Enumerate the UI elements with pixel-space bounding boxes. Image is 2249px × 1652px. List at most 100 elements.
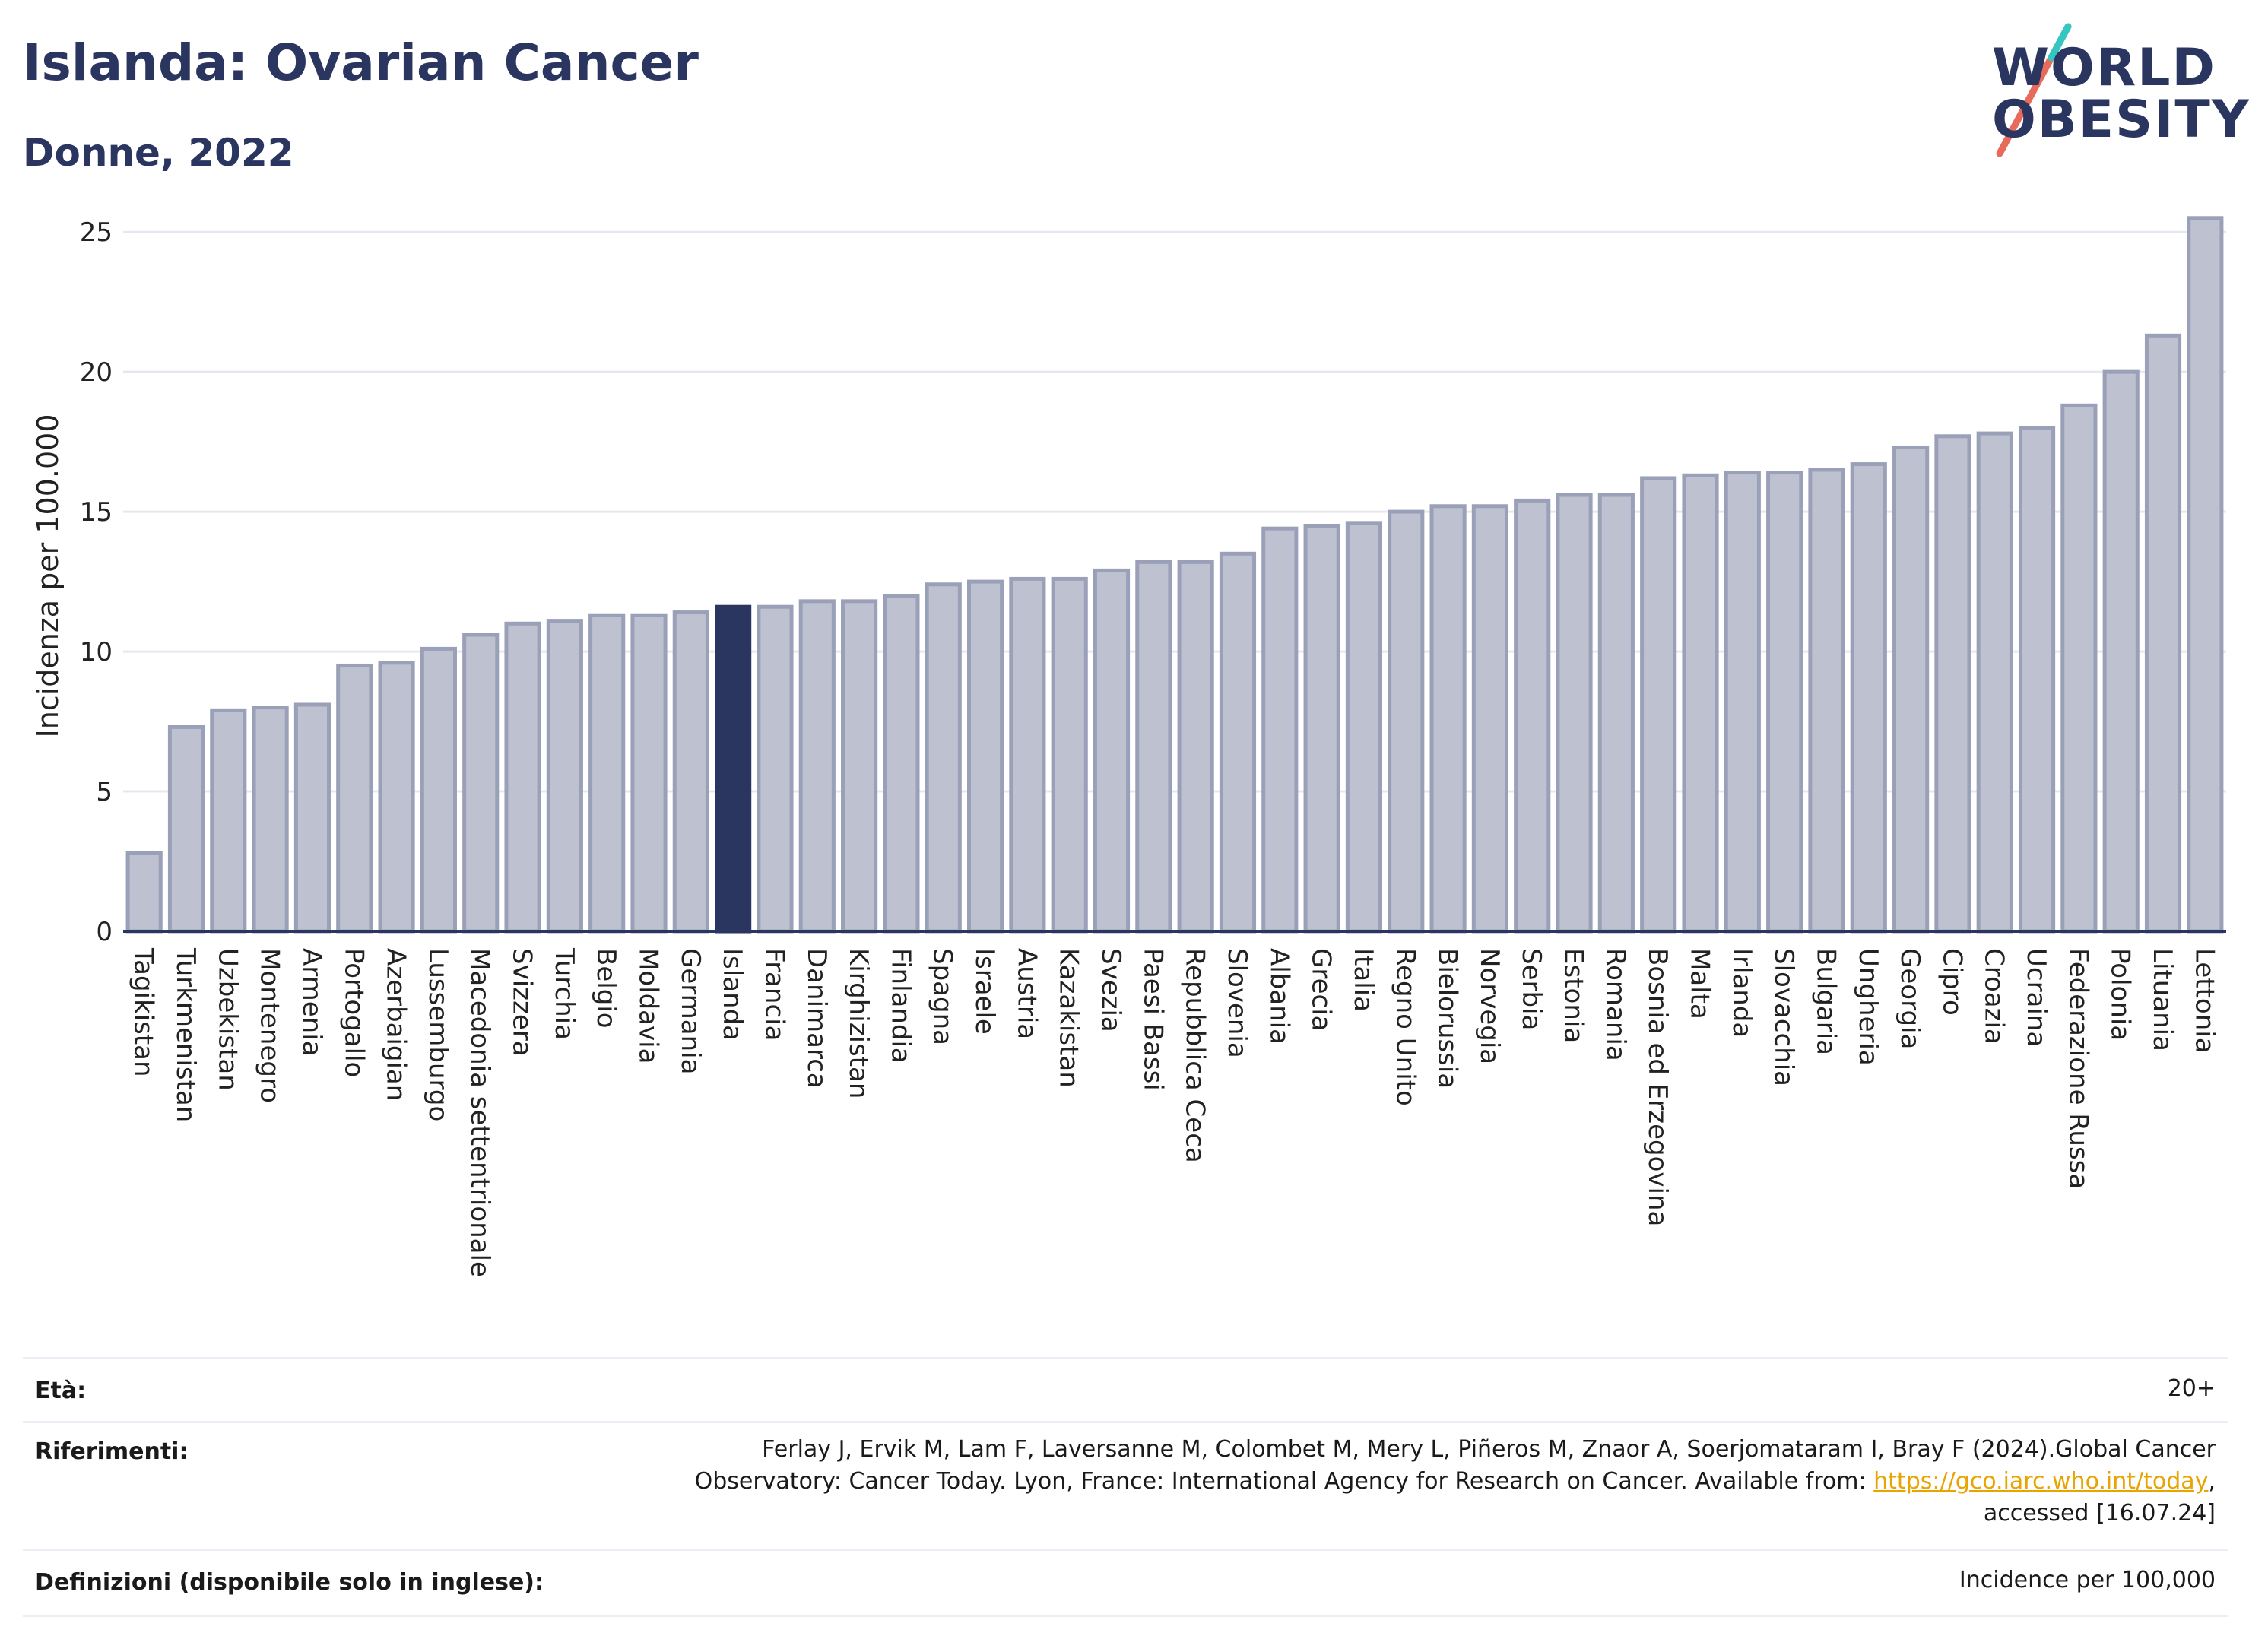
bar-turchia <box>546 619 583 934</box>
bar-montenegro <box>252 706 289 934</box>
bar-svizzera <box>504 621 541 934</box>
x-tick-label: Kazakistan <box>1054 948 1084 1088</box>
x-tick-label: Finlandia <box>885 948 915 1064</box>
info-row-age: Età: 20+ <box>23 1357 2228 1423</box>
x-tick-label: Bosnia ed Erzegovina <box>1642 948 1673 1226</box>
y-axis-label: Incidenza per 100.000 <box>31 414 65 738</box>
bar-regno-unito <box>1388 509 1425 934</box>
y-tick-label: 15 <box>80 497 113 528</box>
bar-germania <box>672 610 709 934</box>
bar-kazakistan <box>1051 576 1088 934</box>
bar-albania <box>1261 526 1299 934</box>
bar-francia <box>757 604 794 934</box>
x-axis-ticks: Tagikistan Turkmenistan Uzbekistan Monteneg… <box>128 947 2220 1277</box>
x-tick-label: Belgio <box>591 948 621 1029</box>
bar-irlanda <box>1724 471 1761 934</box>
info-row-references: Riferimenti: Ferlay J, Ervik M, Lam F, L… <box>23 1421 2228 1551</box>
x-tick-label: Lussemburgo <box>423 948 453 1121</box>
bar-georgia <box>1892 445 1930 934</box>
x-tick-label: Francia <box>759 948 789 1041</box>
y-tick-label: 25 <box>80 217 113 248</box>
bar-lettonia <box>2187 216 2224 934</box>
x-tick-label: Ungheria <box>1853 948 1883 1066</box>
bars <box>125 216 2224 934</box>
x-tick-label: Germania <box>675 948 706 1074</box>
x-tick-label: Ucraina <box>2021 948 2051 1047</box>
x-tick-label: Montenegro <box>255 948 285 1103</box>
chart-title: Islanda: Ovarian Cancer <box>23 33 699 92</box>
x-tick-label: Lituania <box>2147 948 2178 1051</box>
x-tick-label: Slovacchia <box>1768 948 1799 1086</box>
bar-polonia <box>2102 369 2140 934</box>
bar-kirghizistan <box>841 599 878 934</box>
bar-uzbekistan <box>210 708 247 934</box>
references-line-3: accessed [16.07.24] <box>1983 1500 2216 1527</box>
world-obesity-logo: WORLD OBESITY <box>1969 23 2249 160</box>
references-line-2-end: , <box>2208 1468 2216 1495</box>
logo-slash-icon <box>1996 23 2072 157</box>
y-tick-label: 0 <box>96 917 113 947</box>
bar-spagna <box>925 582 962 934</box>
bar-svezia <box>1093 568 1131 934</box>
x-tick-label: Repubblica Ceca <box>1180 948 1210 1163</box>
bar-chart: 0 5 10 15 20 25 Tagikistan Turkmenistan Uzbekis… <box>31 216 2226 1277</box>
bar-romania <box>1597 493 1635 934</box>
x-tick-label: Macedonia settentrionale <box>465 948 495 1277</box>
bar-repubblica-ceca <box>1177 560 1214 934</box>
bar-bulgaria <box>1808 468 1845 934</box>
x-tick-label: Armenia <box>297 948 327 1057</box>
x-tick-label: Malta <box>1685 948 1715 1019</box>
x-tick-label: Grecia <box>1306 948 1337 1031</box>
x-tick-label: Bielorussia <box>1432 948 1463 1089</box>
bar-bielorussia <box>1429 504 1467 934</box>
logo-word-obesity: OBESITY <box>1992 90 2249 150</box>
y-tick-label: 20 <box>80 357 113 388</box>
x-tick-label: Albania <box>1264 948 1294 1045</box>
x-tick-label: Bulgaria <box>1810 948 1841 1055</box>
bar-slovacchia <box>1766 471 1803 934</box>
bar-azerbaigian <box>378 661 415 934</box>
bar-macedonia-settentrionale <box>462 633 500 934</box>
x-tick-label: Turkmenistan <box>170 947 201 1122</box>
bar-paesi-bassi <box>1135 560 1172 934</box>
x-tick-label: Svezia <box>1096 948 1126 1032</box>
x-tick-label: Austria <box>1011 948 1042 1039</box>
x-tick-label: Regno Unito <box>1390 948 1420 1106</box>
references-line-1: Ferlay J, Ervik M, Lam F, Laversanne M, … <box>762 1436 2216 1463</box>
y-axis-ticks: 0 5 10 15 20 25 <box>80 217 113 947</box>
x-tick-label: Turchia <box>549 947 579 1040</box>
bar-ungheria <box>1850 462 1887 934</box>
definitions-value: Incidence per 100,000 <box>1959 1567 2216 1593</box>
bar-italia <box>1345 521 1383 934</box>
bar-grecia <box>1303 524 1340 934</box>
bar-israele <box>966 579 1004 934</box>
logo-word-world: WORLD <box>1992 38 2216 98</box>
references-link[interactable]: https://gco.iarc.who.int/today <box>1873 1468 2209 1495</box>
x-tick-label: Lettonia <box>2189 948 2219 1054</box>
x-tick-label: Israele <box>969 948 1000 1035</box>
x-tick-label: Cipro <box>1937 948 1967 1016</box>
references-value: Ferlay J, Ervik M, Lam F, Laversanne M, … <box>391 1434 2216 1530</box>
y-tick-label: 5 <box>96 777 113 807</box>
x-tick-label: Islanda <box>717 948 747 1041</box>
x-tick-label: Norvegia <box>1474 948 1505 1064</box>
age-label: Età: <box>35 1378 87 1404</box>
x-tick-label: Uzbekistan <box>212 948 243 1091</box>
x-tick-label: Georgia <box>1895 948 1925 1049</box>
bar-tagikistan <box>125 851 163 934</box>
x-tick-label: Danimarca <box>801 948 832 1089</box>
bar-islanda <box>715 604 752 934</box>
x-tick-label: Serbia <box>1516 948 1546 1030</box>
x-tick-label: Polonia <box>2105 948 2136 1041</box>
age-value: 20+ <box>2167 1375 2216 1402</box>
bar-bosnia-ed-erzegovina <box>1640 476 1677 934</box>
bar-federazione-russa <box>2060 403 2098 934</box>
bar-estonia <box>1556 493 1593 934</box>
x-tick-label: Italia <box>1348 948 1378 1012</box>
bar-ucraina <box>2018 426 2056 934</box>
x-tick-label: Svizzera <box>507 948 538 1057</box>
y-tick-label: 10 <box>80 637 113 667</box>
bar-armenia <box>293 702 331 934</box>
bar-serbia <box>1514 498 1551 934</box>
x-tick-label: Estonia <box>1559 948 1589 1043</box>
